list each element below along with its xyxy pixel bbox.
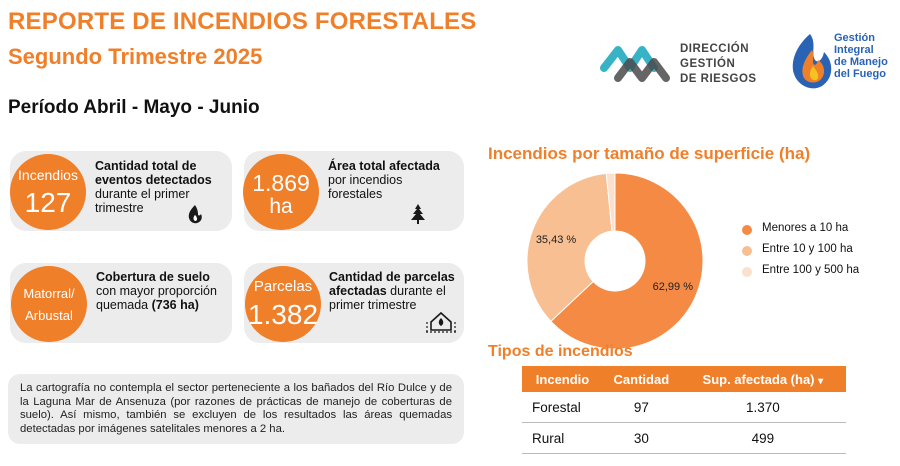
pie-slice-3 <box>605 172 616 232</box>
report-title: REPORTE DE INCENDIOS FORESTALES <box>8 8 477 35</box>
fires-circle-label: Incendios <box>18 167 78 183</box>
report-subtitle: Segundo Trimestre 2025 <box>8 44 263 69</box>
parcels-circle-label: Parcelas <box>253 278 313 295</box>
fires-count-circle: Incendios 127 <box>10 154 86 230</box>
parcels-text-regular: durante el primer trimestre <box>329 284 446 312</box>
table-cell: 30 <box>603 422 680 454</box>
area-circle-unit: ha <box>269 195 293 218</box>
legend-label: Entre 100 y 500 ha <box>762 264 860 276</box>
cover-circle-line1: Matorral/ <box>23 286 75 301</box>
methodology-note-text: La cartografía no contempla el sector pe… <box>20 382 452 435</box>
sup-afectada-label: Sup. afectada (ha) <box>702 371 815 387</box>
burning-tree-icon <box>411 204 425 224</box>
report-period: Período Abril - Mayo - Junio <box>8 97 260 118</box>
fire-icon <box>188 205 202 224</box>
table-row: Forestal 97 1.370 <box>522 392 846 423</box>
legend-swatch <box>742 225 752 235</box>
column-header-incendio[interactable]: Incendio <box>522 366 604 392</box>
logo-left-line: DE RIESGOS <box>680 73 757 85</box>
cover-text-regular: con mayor proporción quemada <box>96 284 217 312</box>
land-cover-circle: Matorral/ Arbustal <box>11 266 87 342</box>
logo-right-line: del Fuego <box>834 68 886 80</box>
table-row: Rural 30 499 <box>522 422 846 454</box>
area-circle-value: 1.869 <box>252 170 310 196</box>
fires-text-bold: Cantidad total de eventos detectados <box>95 159 212 187</box>
flame-logo-icon <box>792 34 832 89</box>
table-cell: Forestal <box>522 392 604 423</box>
logo-left-line: GESTIÓN <box>680 58 736 70</box>
legend-label: Menores a 10 ha <box>762 222 849 234</box>
methodology-note: La cartografía no contempla el sector pe… <box>8 374 464 444</box>
pie-data-label-1: 62,99 % <box>653 281 694 293</box>
area-text-regular: por incendios forestales <box>328 173 403 201</box>
legend-swatch <box>742 246 752 256</box>
fires-text-regular: durante el primer trimestre <box>95 187 190 215</box>
fire-types-table: Incendio Cantidad Sup. afectada (ha) ▾ F… <box>522 366 846 454</box>
fires-card-text: Cantidad total de eventos detectados dur… <box>95 159 225 215</box>
parcels-text-bold: Cantidad de parcelas afectadas <box>329 270 455 298</box>
column-header-cantidad[interactable]: Cantidad <box>603 366 680 392</box>
burned-area-circle: 1.869 ha <box>243 154 319 230</box>
column-header-sup-afectada[interactable]: Sup. afectada (ha) ▾ <box>679 366 846 392</box>
table-cell: Rural <box>522 422 604 454</box>
logo-left-line: DIRECCIÓN <box>680 43 750 55</box>
cover-circle-line2: Arbustal <box>25 308 73 323</box>
table-cell: 1.370 <box>679 392 846 423</box>
area-text-bold: Área total afectada <box>328 159 440 173</box>
cover-text-bold: Cobertura de suelo <box>96 270 210 284</box>
fires-circle-value: 127 <box>24 187 72 218</box>
logo-right-line: Gestión <box>834 32 875 44</box>
legend-label: Entre 10 y 100 ha <box>762 243 853 255</box>
parcels-card-text: Cantidad de parcelas afectadas durante e… <box>329 270 459 312</box>
pie-slice-2 <box>526 172 613 322</box>
cover-card-text: Cobertura de suelo con mayor proporción … <box>96 270 228 312</box>
riesgos-mark-icon <box>600 46 670 82</box>
gestion-integral-fuego-logo: Gestión Integral de Manejo del Fuego <box>786 28 898 96</box>
fire-types-title: Tipos de incendios <box>488 343 633 360</box>
logo-right-line: Integral <box>834 44 874 56</box>
direccion-gestion-riesgos-logo: DIRECCIÓN GESTIÓN DE RIESGOS <box>600 38 770 94</box>
fire-size-donut-chart: 62,99 % 35,43 % <box>526 172 704 350</box>
area-card-text: Área total afectada por incendios forest… <box>328 159 458 201</box>
pie-data-label-2: 35,43 % <box>536 234 577 246</box>
parcels-circle-value: 1.382 <box>247 299 319 330</box>
table-cell: 499 <box>679 422 846 454</box>
table-cell: 97 <box>603 392 680 423</box>
chart-title: Incendios por tamaño de superficie (ha) <box>488 144 811 163</box>
logo-right-line: de Manejo <box>834 56 888 68</box>
sort-dropdown-icon[interactable]: ▾ <box>818 375 824 387</box>
cover-text-bold2: (736 ha) <box>151 298 199 312</box>
house-fire-icon <box>426 311 456 333</box>
parcels-circle: Parcelas 1.382 <box>245 266 321 342</box>
legend-swatch <box>742 267 752 277</box>
pie-slice-1 <box>550 172 704 350</box>
